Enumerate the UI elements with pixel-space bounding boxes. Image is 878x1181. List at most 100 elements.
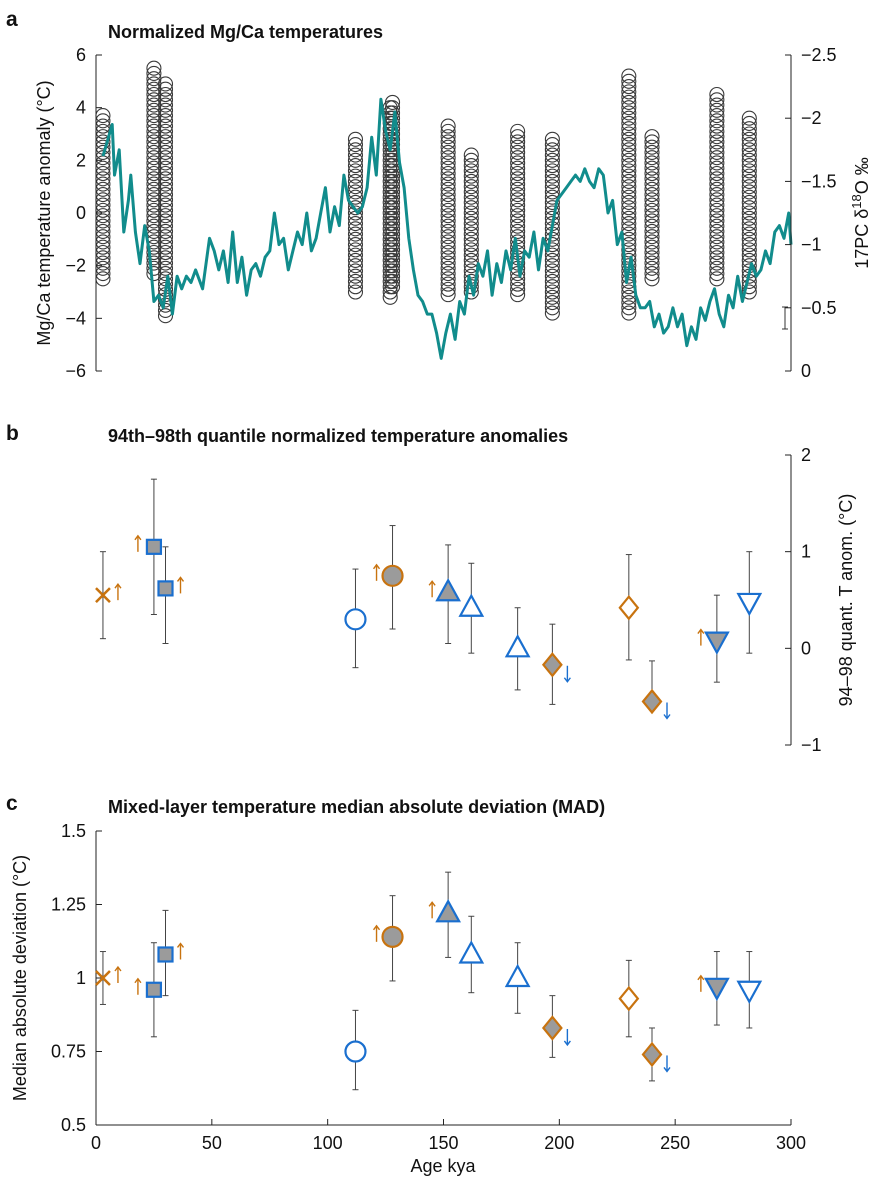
mgca-point: [544, 273, 560, 290]
panel-b-ytick-label: 0: [801, 638, 811, 658]
mgca-point: [644, 160, 660, 176]
x-tick-label: 100: [313, 1133, 343, 1153]
mgca-point: [741, 126, 757, 142]
mgca-point: [463, 168, 479, 184]
mgca-point: [440, 160, 456, 176]
mgca-point: [709, 266, 725, 282]
mgca-point: [347, 279, 364, 295]
mgca-point: [621, 126, 637, 142]
mgca-point: [384, 200, 401, 216]
arrow-head: [176, 942, 185, 948]
mgca-point: [544, 294, 560, 311]
mgca-point: [621, 68, 637, 84]
mgca-point: [621, 115, 637, 132]
mgca-point: [347, 231, 364, 247]
circle-marker: [344, 608, 367, 631]
mgca-point: [384, 279, 401, 295]
mgca-point: [510, 218, 526, 234]
d18o-series-line: [101, 97, 793, 360]
mgca-point: [347, 284, 364, 300]
mgca-point: [741, 142, 757, 158]
mgca-point: [463, 173, 479, 189]
panel-a-ylabel: Mg/Ca temperature anomaly (°C): [34, 80, 54, 345]
mgca-point: [621, 300, 637, 316]
mgca-point: [157, 171, 174, 187]
panel-a: a Normalized Mg/Ca temperatures 6 4 2 0 −2 −4…: [6, 8, 872, 381]
mgca-point: [709, 187, 725, 203]
mgca-point: [644, 181, 660, 197]
mgca-point: [347, 147, 364, 163]
mgca-point: [644, 271, 660, 287]
mgca-point: [621, 89, 637, 105]
mgca-point: [440, 187, 456, 203]
mgca-point: [384, 242, 401, 258]
mgca-point: [440, 218, 456, 234]
mgca-point: [709, 271, 725, 287]
mgca-point: [510, 192, 526, 208]
mgca-point: [621, 294, 637, 311]
mgca-point: [157, 308, 174, 324]
mgca-point: [440, 134, 456, 150]
panel-letter-c: c: [6, 792, 18, 815]
mgca-point: [621, 168, 637, 184]
mgca-point: [384, 263, 401, 279]
mgca-point: [157, 244, 174, 261]
mgca-point: [157, 150, 174, 166]
mgca-point: [157, 160, 174, 176]
panel-c-title: Mixed-layer temperature median absolute …: [108, 797, 605, 817]
mgca-point: [510, 155, 526, 171]
mgca-point: [544, 300, 560, 316]
mgca-point: [709, 239, 725, 255]
mgca-point: [440, 123, 456, 139]
mgca-point: [709, 102, 725, 118]
square-marker: [145, 538, 163, 555]
mgca-point: [157, 165, 174, 182]
circle-marker: [381, 925, 404, 948]
mgca-point: [157, 76, 174, 92]
mgca-point: [621, 194, 637, 211]
triangle-up-marker: [435, 899, 461, 923]
mgca-point: [709, 218, 725, 234]
mgca-point: [621, 205, 637, 221]
mgca-point: [741, 231, 757, 247]
mgca-point: [741, 152, 757, 168]
mgca-point: [644, 176, 660, 192]
y2label-post: O ‰: [852, 157, 872, 194]
mgca-point: [157, 250, 174, 266]
arrow-head: [372, 924, 381, 931]
mgca-point: [709, 244, 725, 261]
mgca-point: [157, 197, 174, 213]
mgca-point: [644, 197, 660, 213]
panel-b-ylabel: 94–98 quant. T anom. (°C): [836, 494, 856, 707]
mgca-point: [157, 192, 174, 208]
mgca-point: [544, 173, 560, 189]
mgca-point: [510, 187, 526, 203]
mgca-point: [644, 260, 660, 276]
mgca-point: [644, 239, 660, 255]
mgca-point: [347, 152, 364, 168]
mgca-point: [621, 210, 637, 226]
mgca-point: [440, 129, 456, 145]
mgca-point: [510, 181, 526, 197]
mgca-point: [440, 281, 456, 297]
mgca-point: [157, 139, 174, 155]
mgca-point: [157, 181, 174, 197]
mgca-point: [384, 226, 401, 242]
mgca-point: [709, 250, 725, 266]
panel-c-ytick-label: 0.5: [61, 1115, 86, 1135]
mgca-point: [544, 194, 560, 211]
x-tick-label: 50: [202, 1133, 222, 1153]
mgca-point: [709, 118, 725, 134]
mgca-point: [440, 260, 456, 276]
arrow-head: [563, 677, 571, 683]
mgca-point: [510, 150, 526, 166]
mgca-point: [644, 218, 660, 234]
arrow-head: [428, 580, 436, 586]
mgca-point: [709, 97, 725, 113]
panel-a-ytick-label: 2: [76, 150, 86, 170]
arrow-head: [134, 977, 142, 984]
x-tick-label: 300: [776, 1133, 806, 1153]
mgca-point: [709, 134, 725, 150]
mgca-point: [463, 215, 479, 232]
mgca-point: [440, 250, 456, 266]
